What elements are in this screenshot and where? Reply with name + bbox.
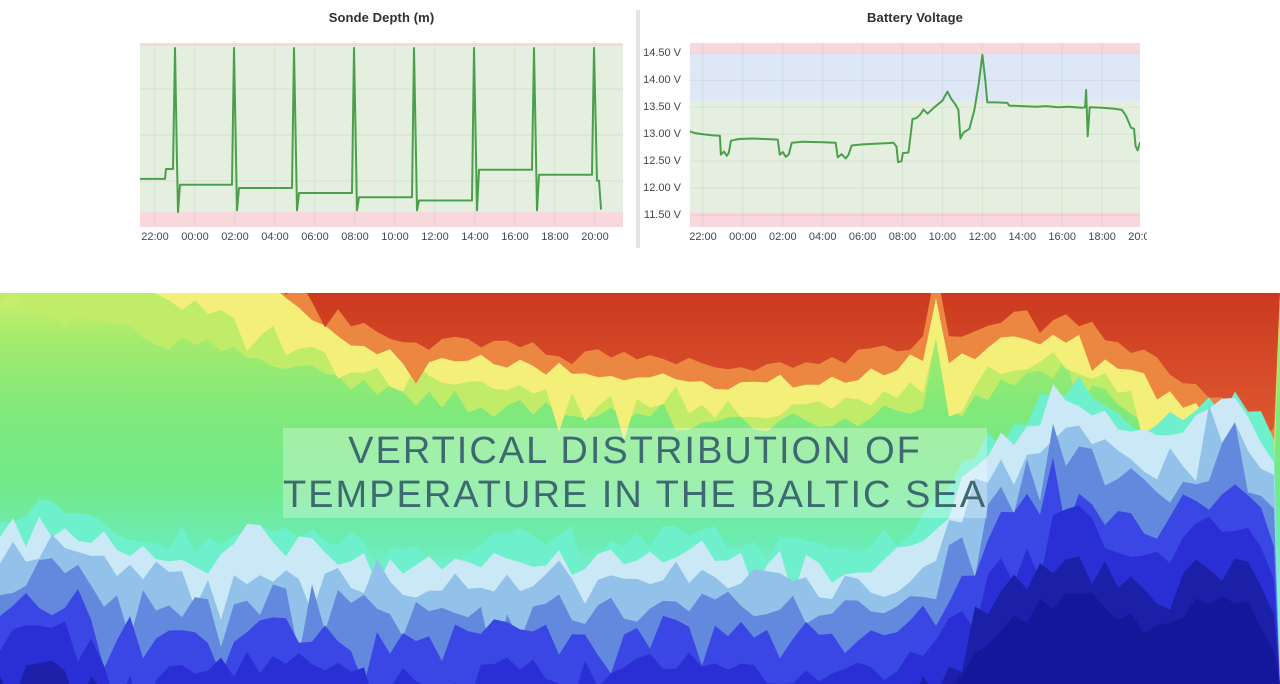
x-tick-label: 10:00: [381, 231, 409, 243]
x-tick-label: 04:00: [261, 231, 289, 243]
y-tick-label: 14.50 V: [643, 47, 681, 60]
heatmap-title-overlay: VERTICAL DISTRIBUTION OF TEMPERATURE IN …: [283, 428, 987, 518]
x-tick-label: 04:00: [808, 231, 837, 243]
battery-voltage-x-axis: 22:00 00:00 02:00 04:00 06:00 08:00 10:00 12:00…: [690, 231, 1147, 247]
y-tick-label: 13.50 V: [643, 101, 681, 114]
x-tick-label: 02:00: [221, 231, 249, 243]
sonde-depth-x-axis: 22:00 00:00 02:00 04:00 06:00 08:00 10:00 12:00…: [140, 231, 635, 247]
y-tick-label: 12.00 V: [643, 182, 681, 195]
y-tick-label: 11.50 V: [643, 209, 681, 222]
dashboard-top-row: Sonde Depth (m) 22:00 00:00 02:00 04:00 06:0…: [0, 0, 1280, 293]
x-tick-label: 06:00: [848, 231, 877, 243]
x-tick-label: 12:00: [421, 231, 449, 243]
x-tick-label: 14:00: [1008, 231, 1037, 243]
heatmap-title-line1: VERTICAL DISTRIBUTION OF: [348, 430, 922, 472]
x-tick-label: 12:00: [968, 231, 997, 243]
battery-voltage-panel-title: Battery Voltage: [867, 10, 963, 25]
x-tick-label: 16:00: [1048, 231, 1076, 243]
x-tick-label: 18:00: [1088, 231, 1116, 243]
x-tick-label: 08:00: [888, 231, 917, 243]
x-tick-label: 08:00: [341, 231, 369, 243]
heatmap-title-line2: TEMPERATURE IN THE BALTIC SEA: [282, 474, 988, 516]
battery-voltage-y-axis: 14.50 V 14.00 V 13.50 V 13.00 V 12.50 V 12.00…: [638, 43, 686, 227]
x-tick-label: 14:00: [461, 231, 489, 243]
y-tick-label: 12.50 V: [643, 155, 681, 168]
x-tick-label: 22:00: [141, 231, 169, 243]
temperature-heatmap-section: VERTICAL DISTRIBUTION OF TEMPERATURE IN …: [0, 293, 1280, 684]
x-tick-label: 20:00: [581, 231, 609, 243]
sonde-depth-panel-title: Sonde Depth (m): [328, 10, 435, 25]
x-tick-label: 20:00: [1128, 231, 1147, 243]
x-tick-label: 16:00: [501, 231, 529, 243]
x-tick-label: 10:00: [928, 231, 957, 243]
x-tick-label: 06:00: [301, 231, 329, 243]
x-tick-label: 18:00: [541, 231, 569, 243]
panel-divider: [636, 10, 640, 248]
y-tick-label: 14.00 V: [643, 74, 681, 87]
x-tick-label: 00:00: [181, 231, 209, 243]
x-tick-label: 02:00: [769, 231, 797, 243]
sonde-depth-chart[interactable]: [139, 43, 623, 232]
x-tick-label: 00:00: [729, 231, 757, 243]
battery-voltage-chart[interactable]: [689, 43, 1143, 232]
x-tick-label: 22:00: [690, 231, 717, 243]
y-tick-label: 13.00 V: [643, 128, 681, 141]
